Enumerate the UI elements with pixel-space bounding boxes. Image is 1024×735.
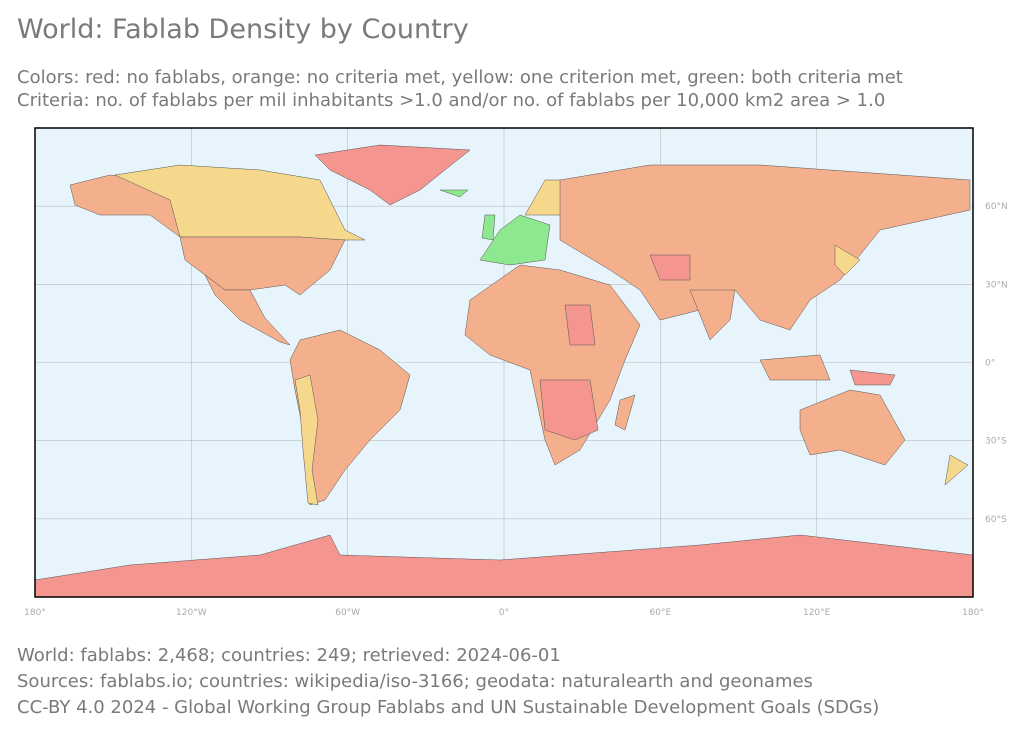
land [539, 379, 599, 441]
lat-label: 60°N [985, 202, 1008, 212]
land [114, 164, 366, 241]
subtitle: Criteria: no. of fablabs per mil inhabit… [17, 90, 885, 111]
land [294, 374, 319, 506]
land [289, 329, 411, 506]
map [34, 127, 974, 598]
lat-label: 30°S [985, 437, 1007, 447]
land [849, 369, 896, 386]
land [179, 236, 346, 296]
land [799, 389, 906, 466]
footer-line: Sources: fablabs.io; countries: wikipedi… [17, 671, 813, 692]
land [834, 244, 861, 276]
subtitle: Colors: red: no fablabs, orange: no crit… [17, 67, 903, 88]
land [759, 354, 831, 381]
lon-label: 60°E [650, 608, 672, 618]
footer-line: CC-BY 4.0 2024 - Global Working Group Fa… [17, 697, 879, 718]
lon-label: 0° [499, 608, 509, 618]
land [559, 164, 971, 331]
lon-label: 120°W [176, 608, 207, 618]
lon-label: 60°W [335, 608, 360, 618]
land [204, 274, 291, 346]
lon-label: 180° [24, 608, 46, 618]
axis-labels: 180° 120°W 60°W 0° 60°E 120°E 180° 60°N 30°N 0° 30… [24, 202, 1008, 618]
land [689, 289, 736, 341]
lon-label: 120°E [803, 608, 831, 618]
footer-line: World: fablabs: 2,468; countries: 249; r… [17, 645, 561, 666]
land [479, 214, 551, 266]
land [439, 189, 469, 198]
map-frame [34, 127, 974, 598]
lat-label: 30°N [985, 280, 1008, 290]
land [944, 454, 969, 486]
land [614, 394, 636, 431]
title: World: Fablab Density by Country [17, 14, 469, 45]
lat-label: 60°S [985, 515, 1007, 525]
land [314, 144, 471, 206]
land [564, 304, 596, 346]
land [481, 214, 496, 241]
lon-label: 180° [962, 608, 984, 618]
land [649, 254, 691, 281]
lat-label: 0° [985, 359, 995, 369]
